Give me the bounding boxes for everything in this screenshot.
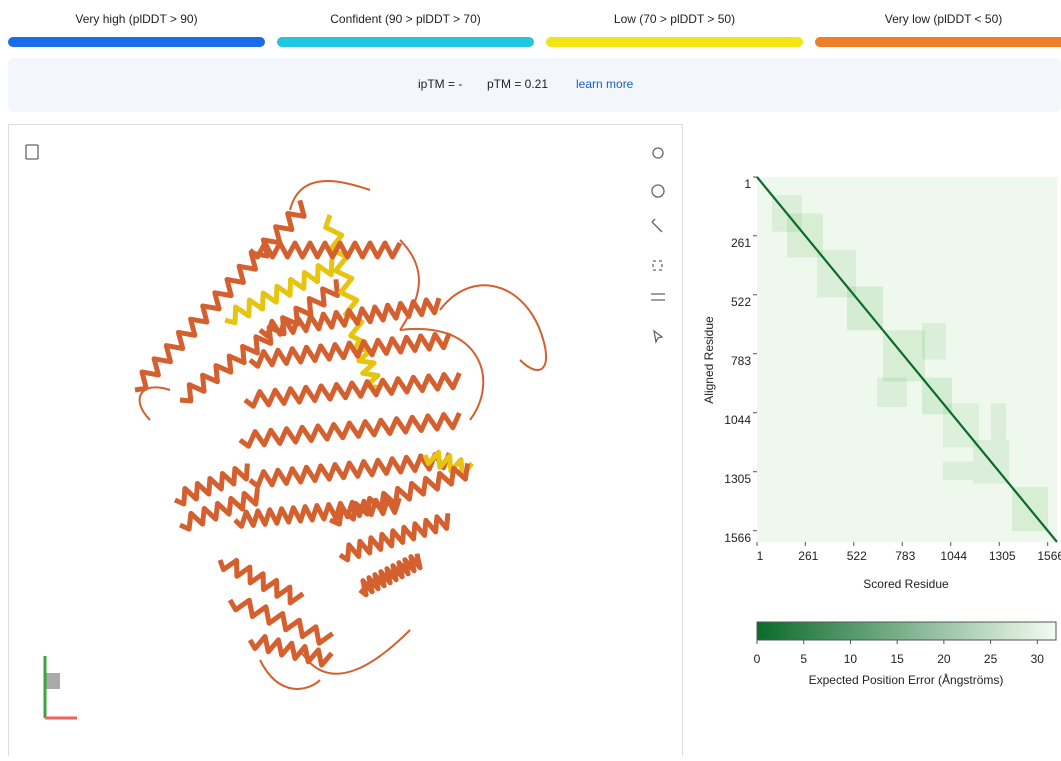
- y-tick-label: 1044: [724, 413, 751, 427]
- x-axis-title: Scored Residue: [863, 577, 949, 591]
- y-tick-label: 261: [731, 236, 751, 250]
- colorbar-title: Expected Position Error (Ångströms): [809, 672, 1004, 687]
- colorbar-tick-label: 5: [800, 652, 807, 666]
- colorbar-tick-label: 15: [890, 652, 904, 666]
- y-tick-label: 1: [744, 177, 751, 191]
- pae-block: [943, 462, 973, 480]
- y-tick-label: 522: [731, 295, 751, 309]
- legend-bar: [277, 37, 534, 47]
- structure-viewer: [9, 125, 683, 757]
- y-tick-label: 1566: [724, 531, 751, 545]
- pae-block: [991, 403, 1006, 440]
- iptm: ipTM = -: [418, 77, 462, 91]
- screen: ipTM = - pTM = 0.21 learn more Aligned R…: [0, 0, 1061, 756]
- colorbar-tick-label: 25: [984, 652, 998, 666]
- x-tick-label: 783: [895, 549, 915, 563]
- x-tick-label: 1305: [989, 549, 1016, 563]
- colorbar-tick-label: 20: [937, 652, 951, 666]
- y-axis-title: Aligned Residue: [702, 316, 716, 404]
- x-tick-label: 522: [847, 549, 867, 563]
- pae-block: [922, 323, 946, 360]
- x-tick-label: 1566: [1037, 549, 1061, 563]
- pae-block: [877, 378, 907, 407]
- x-tick-label: 1: [757, 549, 764, 563]
- legend-label: Confident (90 > plDDT > 70): [330, 12, 481, 26]
- legend-label: Low (70 > plDDT > 50): [614, 12, 735, 26]
- y-tick-label: 783: [731, 354, 751, 368]
- legend-bar: [8, 37, 265, 47]
- colorbar-tick-label: 10: [844, 652, 858, 666]
- legend-bar: [815, 37, 1061, 47]
- page: ipTM = - pTM = 0.21 learn more Aligned R…: [0, 0, 1061, 756]
- learn-more-link[interactable]: learn more: [576, 77, 634, 91]
- x-tick-label: 261: [798, 549, 818, 563]
- legend-label: Very high (plDDT > 90): [75, 12, 197, 26]
- x-tick-label: 1044: [940, 549, 967, 563]
- legend-label: Very low (plDDT < 50): [885, 12, 1003, 26]
- colorbar: [757, 622, 1056, 640]
- ptm: pTM = 0.21: [487, 77, 548, 91]
- colorbar-tick-label: 0: [754, 652, 761, 666]
- legend-bar: [546, 37, 803, 47]
- colorbar-tick-label: 30: [1031, 652, 1045, 666]
- y-tick-label: 1305: [724, 472, 751, 486]
